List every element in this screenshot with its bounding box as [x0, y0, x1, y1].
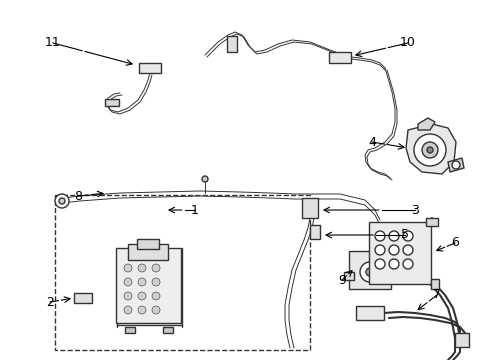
- Bar: [125, 327, 135, 333]
- Circle shape: [124, 264, 132, 272]
- Circle shape: [375, 245, 385, 255]
- Bar: [139, 63, 161, 73]
- Circle shape: [138, 264, 146, 272]
- Circle shape: [55, 194, 69, 208]
- Circle shape: [152, 306, 160, 314]
- Circle shape: [422, 142, 438, 158]
- Circle shape: [124, 278, 132, 286]
- Text: 2: 2: [46, 296, 54, 309]
- Bar: [349, 251, 391, 289]
- Bar: [227, 36, 237, 52]
- Circle shape: [124, 306, 132, 314]
- Text: 5: 5: [401, 229, 409, 242]
- Bar: [310, 225, 320, 239]
- Bar: [455, 333, 469, 347]
- Circle shape: [360, 262, 380, 282]
- Circle shape: [124, 292, 132, 300]
- Circle shape: [389, 245, 399, 255]
- Circle shape: [152, 278, 160, 286]
- Circle shape: [403, 259, 413, 269]
- Text: 4: 4: [368, 135, 376, 148]
- Text: 1: 1: [191, 203, 199, 216]
- Circle shape: [375, 231, 385, 241]
- Circle shape: [59, 198, 65, 204]
- Bar: [128, 244, 168, 260]
- Bar: [344, 272, 354, 280]
- Circle shape: [414, 134, 446, 166]
- Bar: [369, 222, 431, 284]
- Circle shape: [138, 292, 146, 300]
- Circle shape: [152, 264, 160, 272]
- Bar: [74, 293, 92, 303]
- Text: 7: 7: [433, 288, 441, 302]
- Circle shape: [375, 259, 385, 269]
- Bar: [55, 195, 310, 350]
- Bar: [426, 218, 438, 226]
- Polygon shape: [406, 124, 456, 174]
- Bar: [356, 306, 384, 320]
- Circle shape: [403, 231, 413, 241]
- Circle shape: [452, 161, 460, 169]
- Circle shape: [427, 147, 433, 153]
- Circle shape: [366, 268, 374, 276]
- Bar: [302, 198, 318, 218]
- Text: 11: 11: [45, 36, 61, 49]
- Bar: [163, 327, 173, 333]
- Bar: [105, 99, 119, 105]
- Bar: [116, 248, 180, 323]
- Circle shape: [138, 306, 146, 314]
- Bar: [329, 51, 351, 63]
- Circle shape: [389, 259, 399, 269]
- Circle shape: [389, 231, 399, 241]
- Circle shape: [138, 278, 146, 286]
- Bar: [431, 279, 439, 289]
- Text: 6: 6: [451, 237, 459, 249]
- Circle shape: [403, 245, 413, 255]
- Text: 10: 10: [400, 36, 416, 49]
- Circle shape: [202, 176, 208, 182]
- Text: 8: 8: [74, 189, 82, 202]
- Bar: [137, 239, 159, 249]
- Polygon shape: [448, 158, 464, 172]
- Text: 3: 3: [411, 203, 419, 216]
- Polygon shape: [418, 118, 435, 130]
- Circle shape: [152, 292, 160, 300]
- Polygon shape: [378, 252, 392, 260]
- Text: 9: 9: [338, 274, 346, 287]
